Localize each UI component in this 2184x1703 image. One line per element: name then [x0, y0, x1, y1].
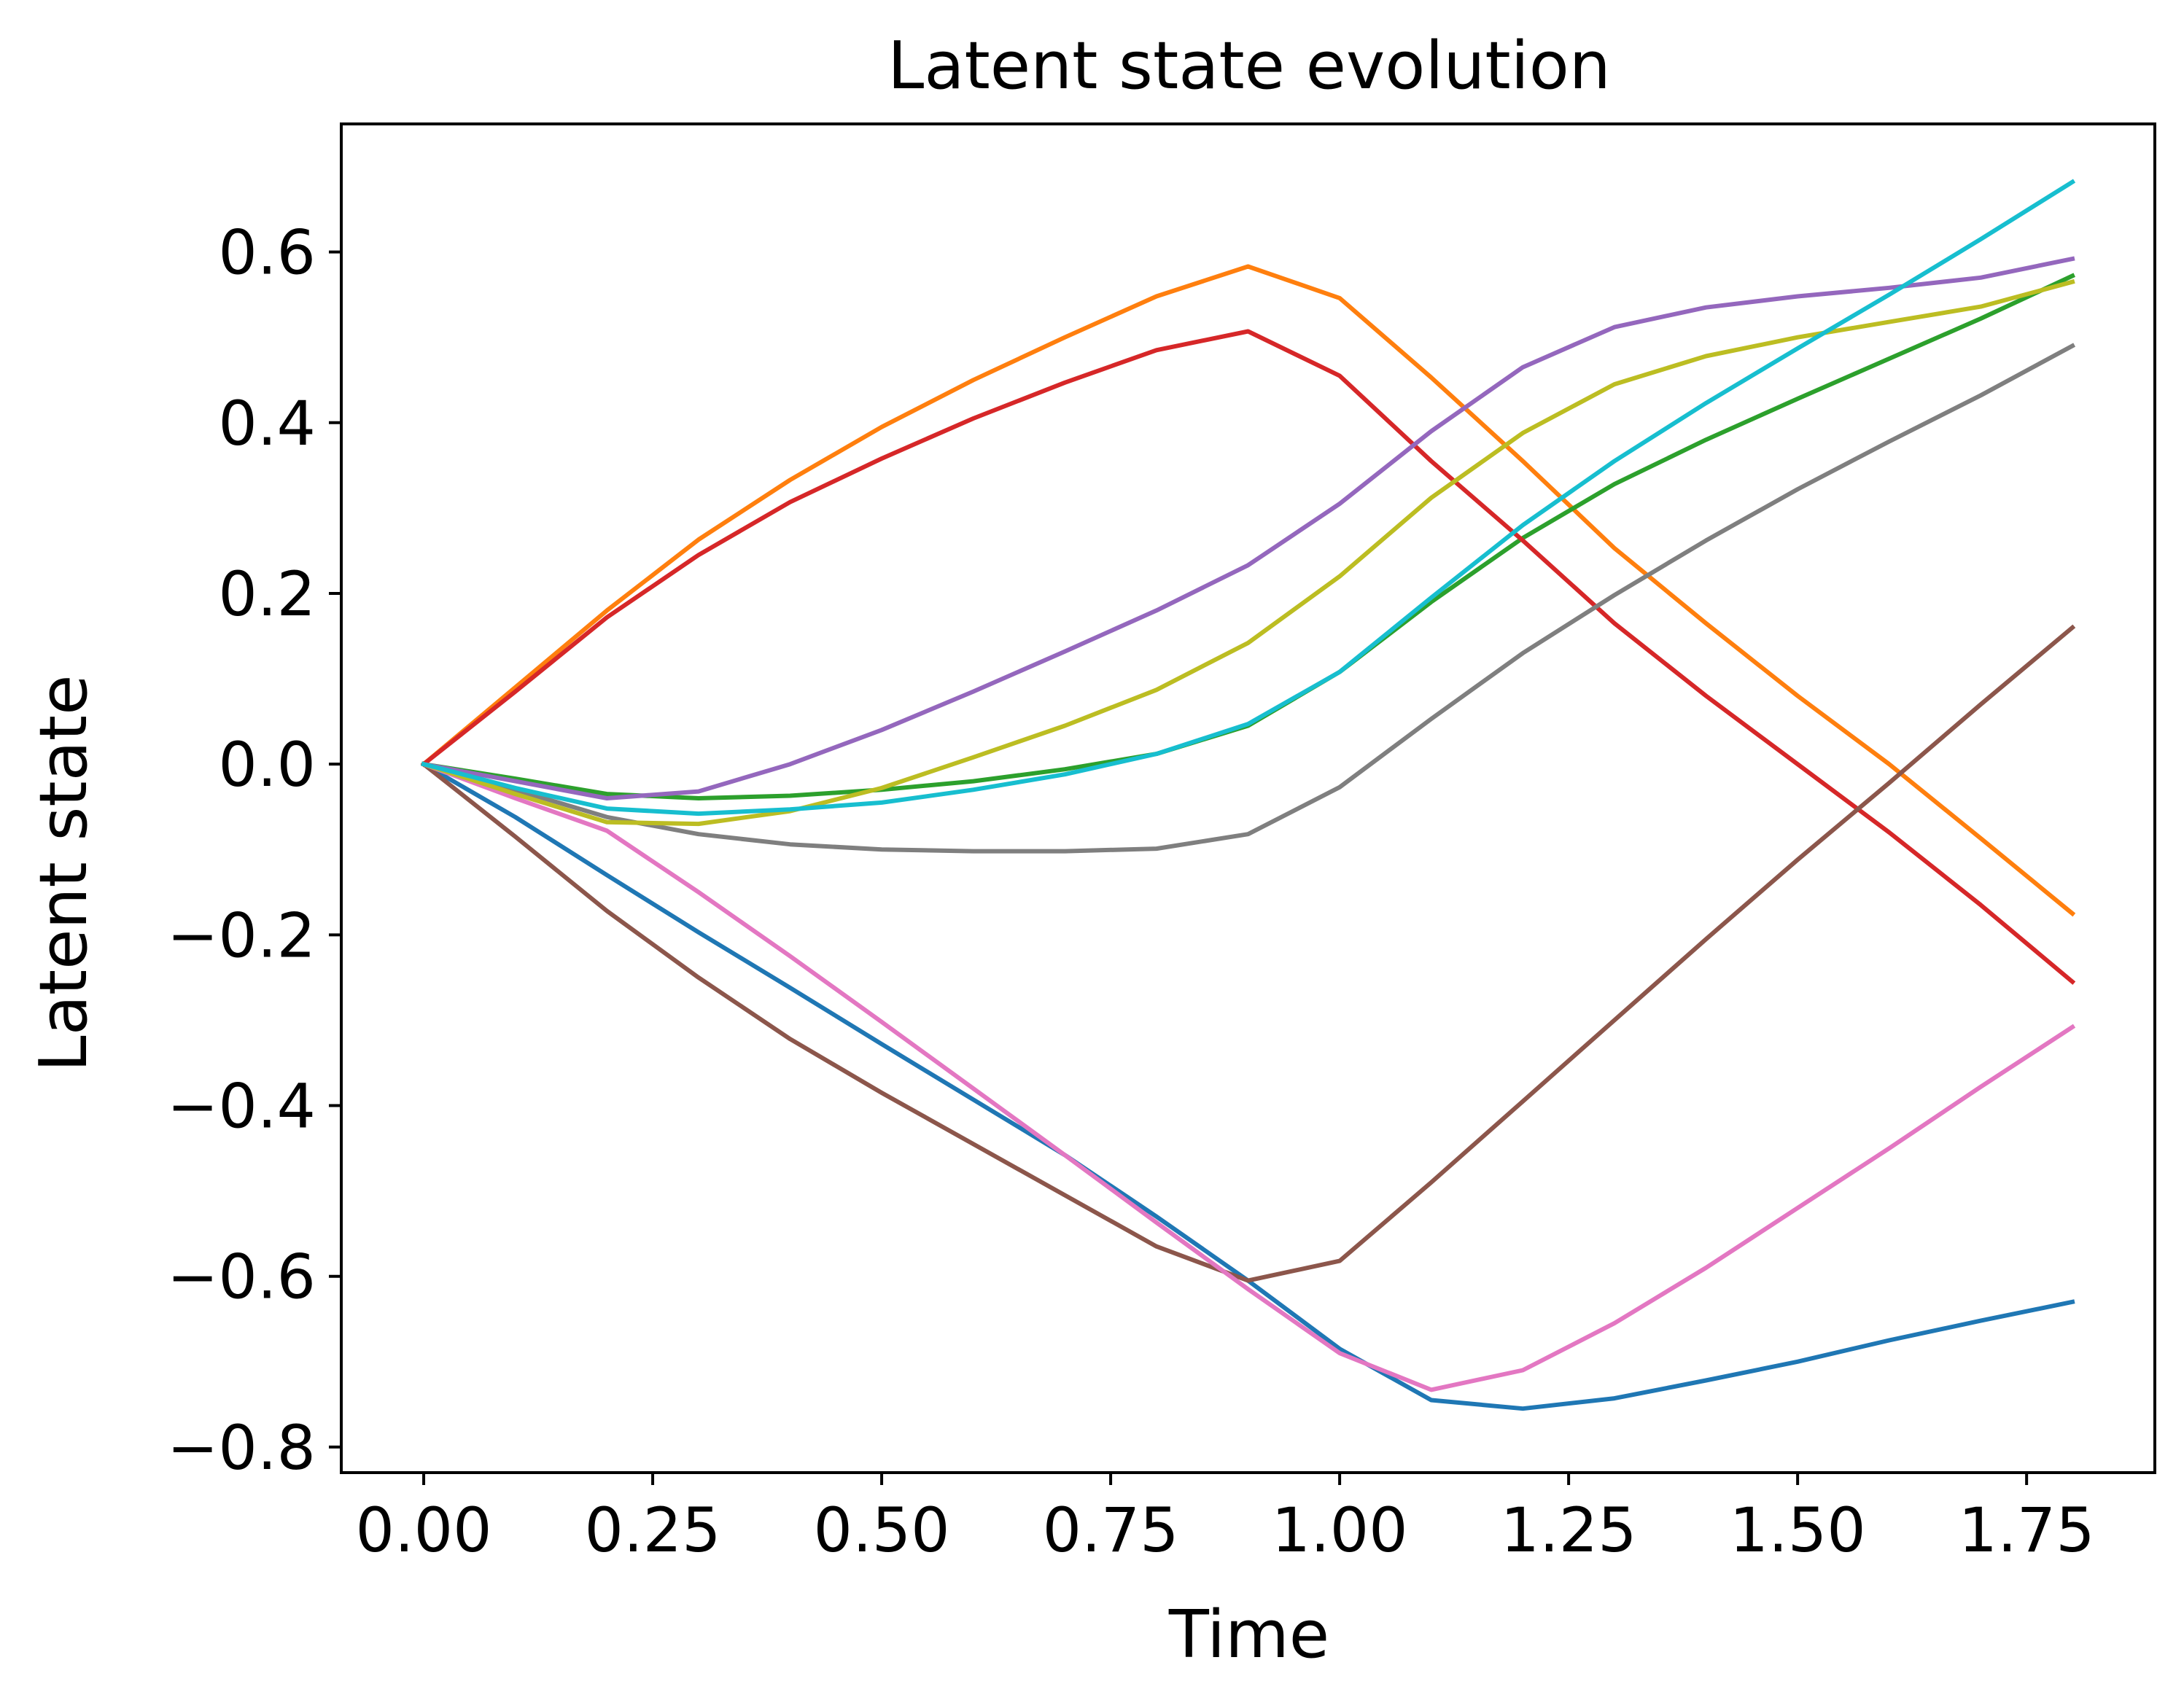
y-tick-label: −0.6	[167, 1242, 316, 1313]
y-axis-label: Latent state	[26, 675, 102, 1072]
x-tick-label: 1.50	[1730, 1494, 1866, 1566]
series-line-7	[421, 761, 2076, 1392]
chart-title: Latent state evolution	[887, 28, 1611, 104]
y-tick-label: 0.6	[218, 217, 316, 289]
x-tick-label: 0.75	[1043, 1494, 1179, 1566]
x-tick-label: 1.00	[1272, 1494, 1408, 1566]
plot-area	[420, 179, 2076, 1411]
x-tick-label: 0.00	[356, 1494, 492, 1566]
y-tick-label: −0.4	[167, 1071, 316, 1142]
x-axis-label: Time	[1168, 1597, 1329, 1673]
y-tick-label: 0.0	[218, 729, 316, 800]
x-tick-label: 0.50	[814, 1494, 950, 1566]
series-line-4	[420, 329, 2076, 985]
y-tick-label: 0.4	[218, 388, 316, 459]
x-axis: 0.00 0.25 0.50 0.75 1.00 1.25 1.50 1.75	[356, 1473, 2095, 1566]
y-tick-label: 0.2	[218, 558, 316, 630]
x-tick-label: 1.75	[1959, 1494, 2095, 1566]
y-tick-label: −0.8	[167, 1412, 316, 1484]
y-tick-label: −0.2	[167, 900, 316, 971]
series-line-10	[421, 179, 2076, 817]
y-axis: −0.8 −0.6 −0.4 −0.2 0.0 0.2 0.4 0.6	[167, 217, 341, 1484]
x-tick-label: 0.25	[585, 1494, 721, 1566]
series-line-2	[420, 264, 2076, 917]
series-line-5	[421, 256, 2075, 800]
axes-frame	[340, 122, 2156, 1474]
series-line-9	[421, 278, 2075, 827]
x-tick-label: 1.25	[1501, 1494, 1637, 1566]
series-line-6	[420, 624, 2076, 1283]
series-line-8	[421, 343, 2076, 854]
